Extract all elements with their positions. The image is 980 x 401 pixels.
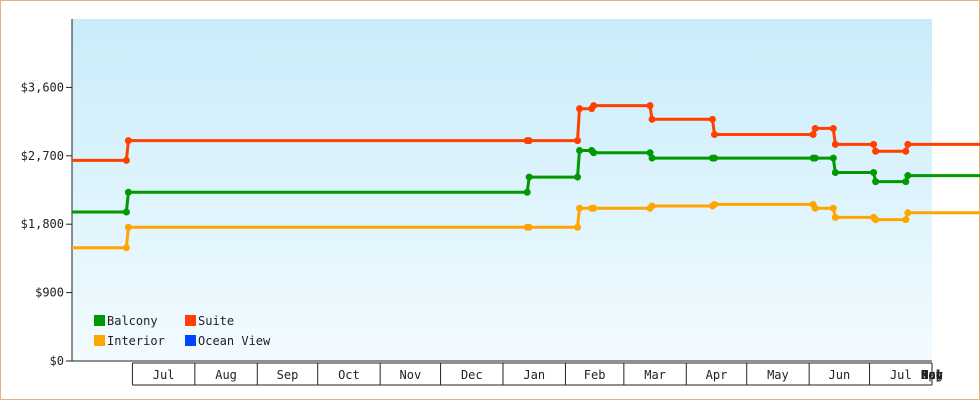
y-tick-label: $900 xyxy=(35,286,64,300)
interior-point xyxy=(872,216,880,224)
interior-point xyxy=(574,223,582,231)
y-tick-label: $0 xyxy=(50,354,64,368)
y-tick-label: $1,800 xyxy=(21,217,64,231)
legend-label-suite: Suite xyxy=(198,314,234,328)
balcony-point xyxy=(829,154,837,162)
balcony-point xyxy=(710,154,718,162)
interior-point xyxy=(648,202,656,210)
month-label: Aug xyxy=(215,368,237,382)
suite-point xyxy=(648,115,656,123)
legend-swatch-ocean-view xyxy=(185,335,196,346)
suite-point xyxy=(710,131,718,139)
balcony-point xyxy=(590,149,598,157)
month-label: Sep xyxy=(277,368,299,382)
suite-point xyxy=(870,140,878,148)
suite-point xyxy=(809,131,817,139)
suite-point xyxy=(574,137,582,145)
suite-point xyxy=(525,137,533,145)
interior-point xyxy=(590,204,598,212)
balcony-point xyxy=(523,188,531,196)
suite-point xyxy=(590,102,598,110)
legend-swatch-balcony xyxy=(94,315,105,326)
interior-point xyxy=(829,204,837,212)
suite-point xyxy=(902,147,910,155)
interior-point xyxy=(525,223,533,231)
balcony-point xyxy=(525,173,533,181)
balcony-point xyxy=(870,169,878,177)
legend-label-interior: Interior xyxy=(107,334,165,348)
month-label: Nov xyxy=(400,368,422,382)
interior-point xyxy=(811,204,819,212)
month-label: Jun xyxy=(829,368,851,382)
balcony-point xyxy=(872,178,880,186)
balcony-point xyxy=(904,172,912,180)
suite-point xyxy=(904,140,912,148)
balcony-point xyxy=(648,154,656,162)
legend-swatch-interior xyxy=(94,335,105,346)
interior-point xyxy=(904,209,912,217)
interior-point xyxy=(124,223,132,231)
balcony-point xyxy=(574,173,582,181)
suite-point xyxy=(122,156,130,164)
interior-point xyxy=(831,213,839,221)
suite-point xyxy=(829,124,837,132)
interior-point xyxy=(122,244,130,252)
month-label: Dec xyxy=(461,368,483,382)
suite-point xyxy=(811,124,819,132)
suite-point xyxy=(872,147,880,155)
balcony-point xyxy=(811,154,819,162)
interior-point xyxy=(710,200,718,208)
balcony-point xyxy=(122,208,130,216)
suite-point xyxy=(646,102,654,110)
month-label: Feb xyxy=(584,368,606,382)
month-label: Jan xyxy=(523,368,545,382)
y-tick-label: $3,600 xyxy=(21,80,64,94)
month-label: Oct xyxy=(338,368,360,382)
suite-point xyxy=(124,137,132,145)
plot-area xyxy=(72,19,932,361)
interior-point xyxy=(576,204,584,212)
month-label: May xyxy=(767,368,789,382)
legend-swatch-suite xyxy=(185,315,196,326)
balcony-point xyxy=(902,178,910,186)
balcony-point xyxy=(646,149,654,157)
balcony-point xyxy=(124,188,132,196)
month-label: Apr xyxy=(706,368,728,382)
balcony-point xyxy=(831,169,839,177)
y-tick-label: $2,700 xyxy=(21,149,64,163)
month-label: Jul xyxy=(153,368,175,382)
legend-label-balcony: Balcony xyxy=(107,314,158,328)
suite-point xyxy=(831,140,839,148)
month-label: Mar xyxy=(644,368,666,382)
suite-point xyxy=(576,105,584,113)
month-label: Jul xyxy=(890,368,912,382)
balcony-point xyxy=(576,146,584,154)
suite-point xyxy=(708,115,716,123)
interior-point xyxy=(902,216,910,224)
legend-label-ocean-view: Ocean View xyxy=(198,334,271,348)
